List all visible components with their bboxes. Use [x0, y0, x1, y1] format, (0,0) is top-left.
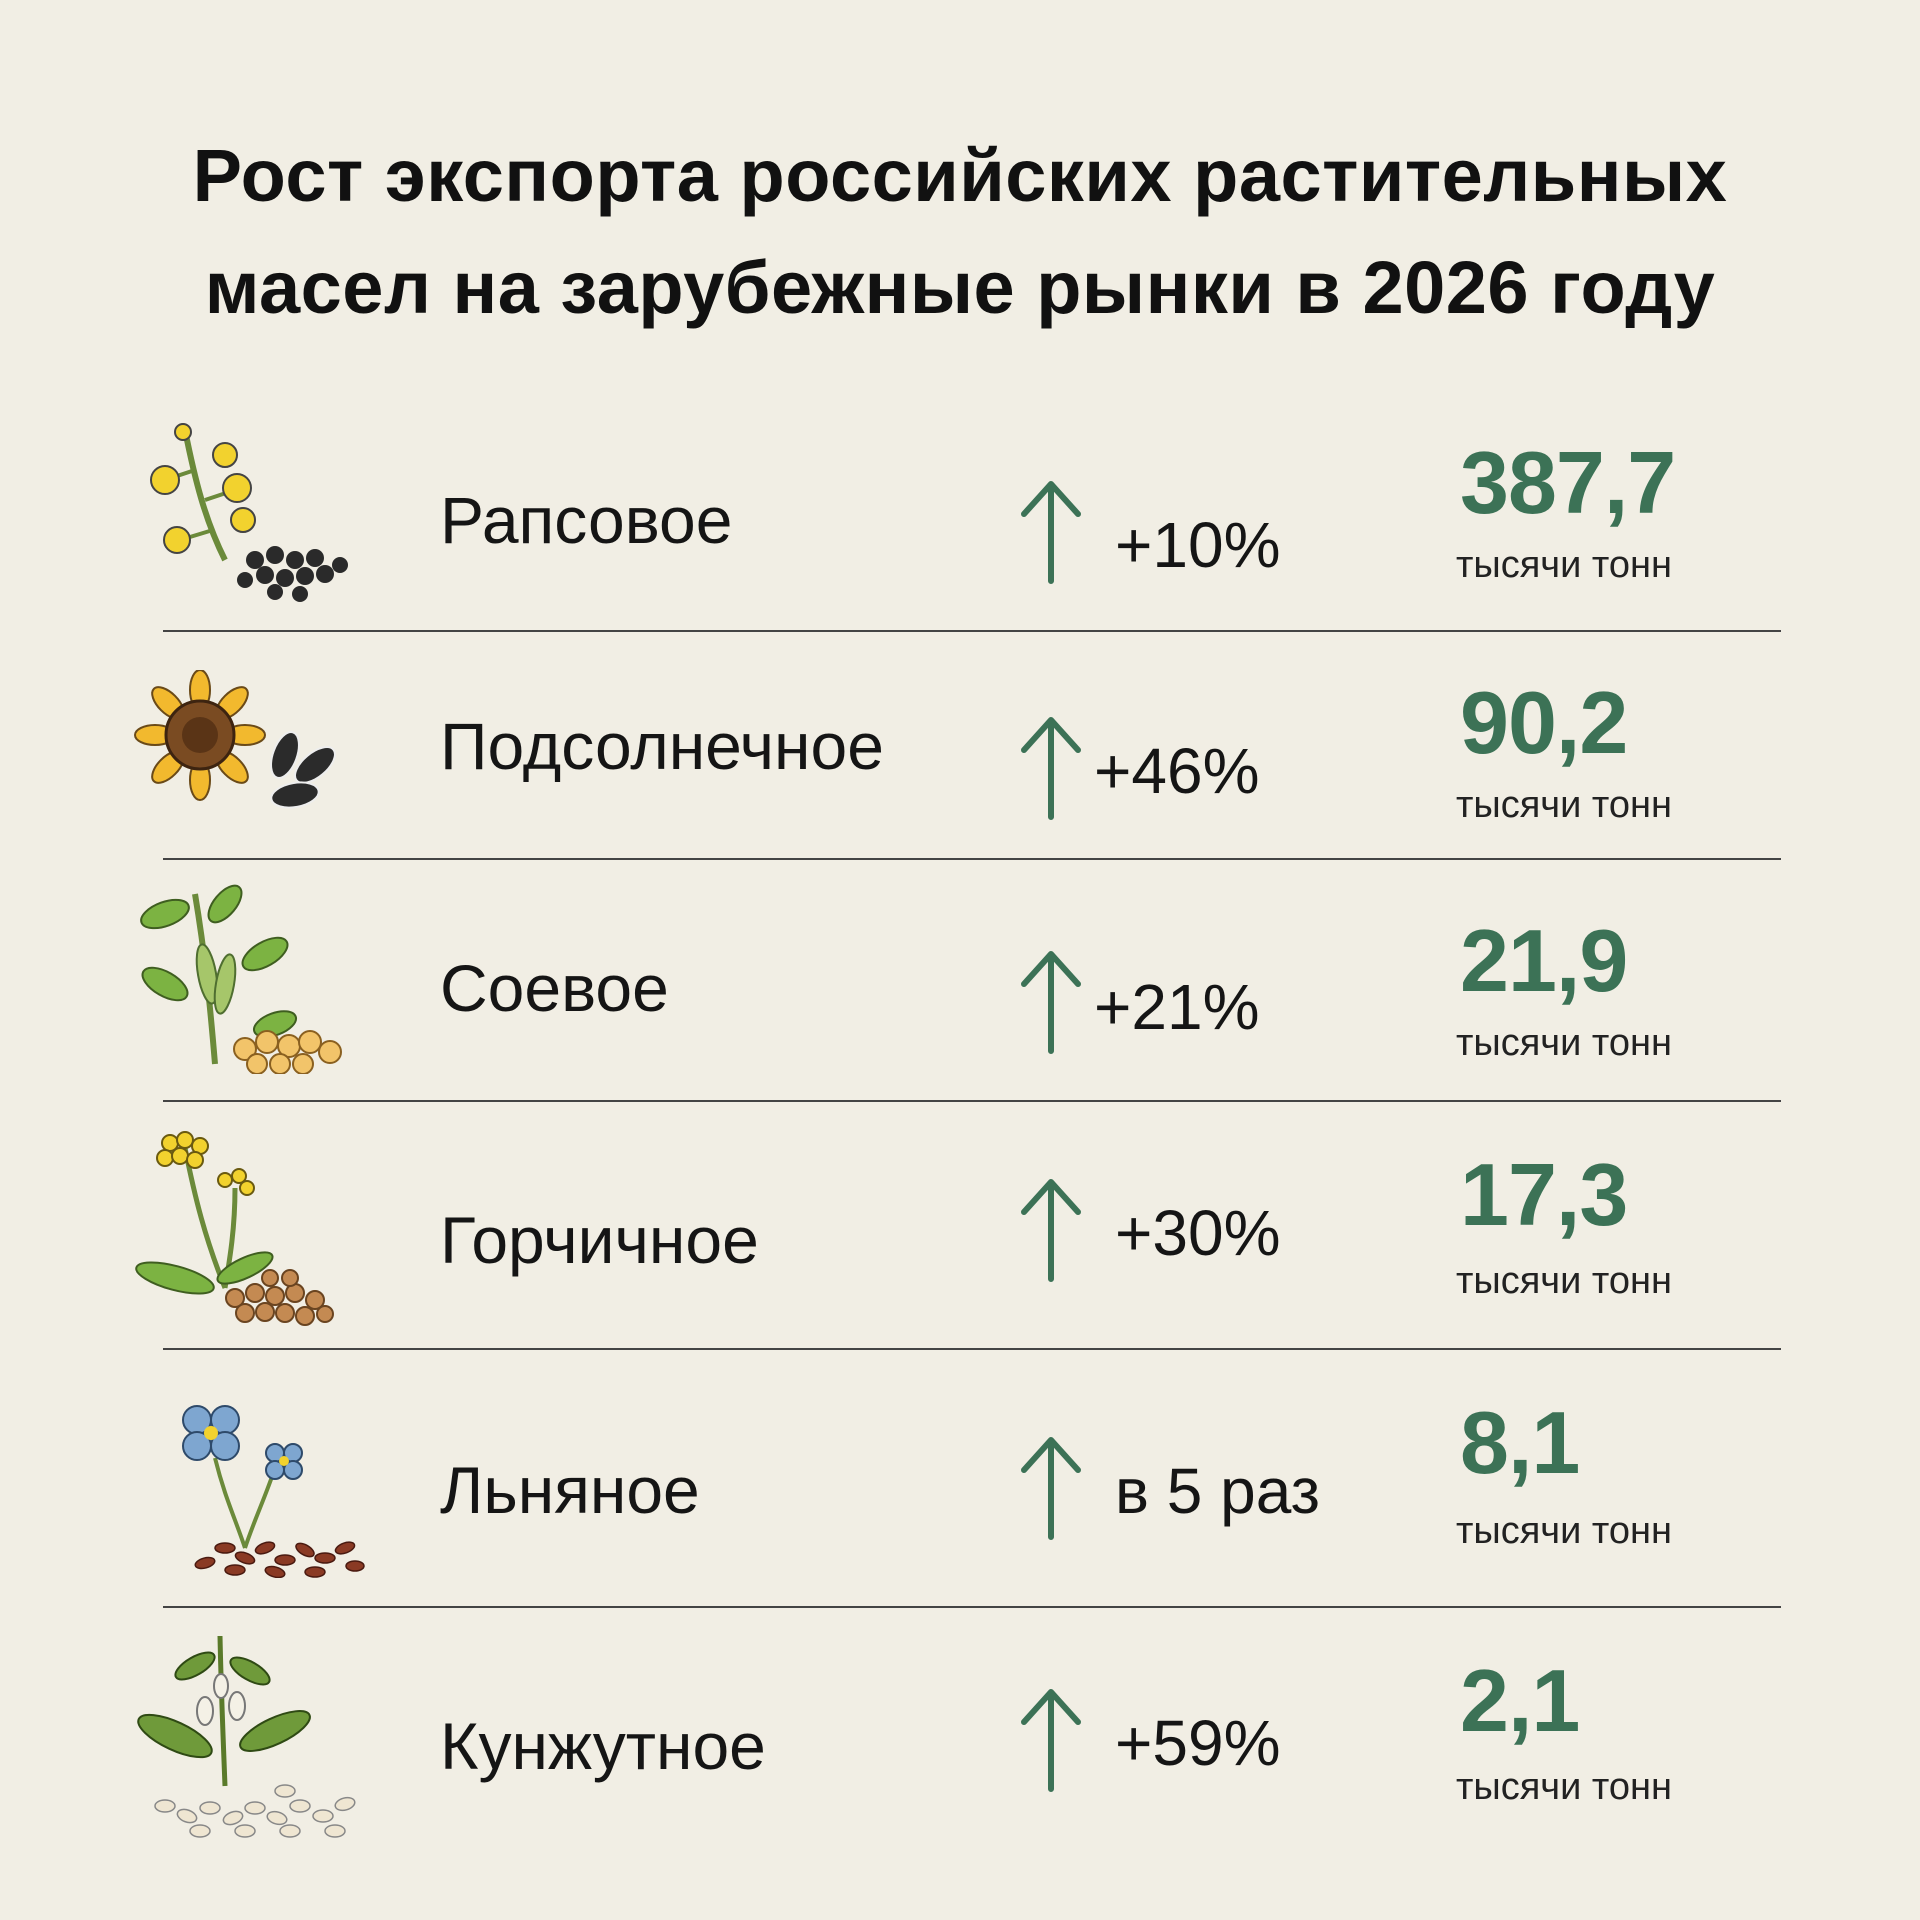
- export-value: 2,1: [1460, 1651, 1580, 1750]
- arrow-up-icon: [1016, 1432, 1086, 1547]
- sunflower-icon: [125, 670, 375, 820]
- growth-value: +30%: [1115, 1197, 1281, 1269]
- oil-name: Кунжутное: [440, 1709, 766, 1783]
- export-unit: тысячи тонн: [1456, 1260, 1672, 1302]
- export-value: 90,2: [1460, 673, 1628, 772]
- row-divider: [163, 630, 1781, 632]
- oil-name: Соевое: [440, 951, 669, 1025]
- rapeseed-icon: [125, 410, 375, 610]
- oil-row-soybean: Соевое +21% 21,9 тысячи тонн: [0, 858, 1920, 1100]
- mustard-icon: [125, 1128, 375, 1328]
- export-unit: тысячи тонн: [1456, 1510, 1672, 1552]
- row-divider: [163, 1100, 1781, 1102]
- export-value: 8,1: [1460, 1393, 1580, 1492]
- oil-name: Льняное: [440, 1453, 700, 1527]
- arrow-up-icon: [1016, 1684, 1086, 1799]
- export-unit: тысячи тонн: [1456, 1766, 1672, 1808]
- flax-icon: [125, 1398, 375, 1578]
- oil-row-sesame: Кунжутное +59% 2,1 тысячи тонн: [0, 1606, 1920, 1896]
- sesame-icon: [125, 1626, 375, 1846]
- export-unit: тысячи тонн: [1456, 544, 1672, 586]
- arrow-up-icon: [1016, 1174, 1086, 1289]
- title-line-2: масел на зарубежные рынки в 2026 году: [204, 246, 1716, 329]
- export-unit: тысячи тонн: [1456, 784, 1672, 826]
- oil-name: Горчичное: [440, 1203, 759, 1277]
- oil-row-rapeseed: Рапсовое +10% 387,7 тысячи тонн: [0, 410, 1920, 630]
- title-line-1: Рост экспорта российских растительных: [192, 134, 1728, 217]
- growth-value: +59%: [1115, 1707, 1281, 1779]
- oil-row-sunflower: Подсолнечное +46% 90,2 тысячи тонн: [0, 630, 1920, 858]
- oil-name: Подсолнечное: [440, 709, 884, 783]
- arrow-up-icon: [1016, 476, 1086, 591]
- arrow-up-icon: [1016, 946, 1086, 1061]
- growth-value: +46%: [1094, 735, 1260, 807]
- oil-name: Рапсовое: [440, 483, 733, 557]
- row-divider: [163, 1606, 1781, 1608]
- row-divider: [163, 1348, 1781, 1350]
- growth-value: +10%: [1115, 509, 1281, 581]
- export-value: 21,9: [1460, 911, 1628, 1010]
- soybean-icon: [125, 874, 375, 1074]
- export-value: 387,7: [1460, 433, 1676, 532]
- page-title: Рост экспорта российских растительных ма…: [0, 120, 1920, 344]
- export-unit: тысячи тонн: [1456, 1022, 1672, 1064]
- growth-value: +21%: [1094, 971, 1260, 1043]
- arrow-up-icon: [1016, 712, 1086, 827]
- oil-row-flax: Льняное в 5 раз 8,1 тысячи тонн: [0, 1348, 1920, 1606]
- row-divider: [163, 858, 1781, 860]
- export-value: 17,3: [1460, 1145, 1628, 1244]
- growth-value: в 5 раз: [1115, 1455, 1320, 1527]
- oil-row-mustard: Горчичное +30% 17,3 тысячи тонн: [0, 1100, 1920, 1348]
